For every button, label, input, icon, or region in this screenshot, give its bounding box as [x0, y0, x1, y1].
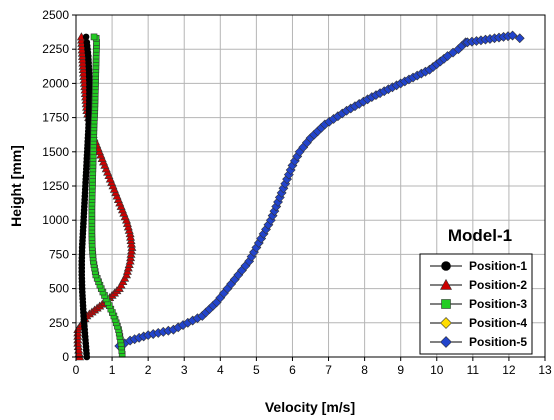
x-tick-label: 3	[181, 363, 188, 377]
y-tick-label: 0	[62, 350, 69, 364]
legend-item-position-2: Position-2	[430, 278, 527, 292]
legend-label: Position-1	[469, 259, 527, 273]
legend-label: Position-4	[469, 316, 527, 330]
y-tick-label: 1750	[42, 111, 69, 125]
x-tick-label: 0	[73, 363, 80, 377]
y-tick-label: 2500	[42, 8, 69, 22]
y-tick-label: 2250	[42, 42, 69, 56]
y-axis-title: Height [mm]	[8, 145, 24, 227]
x-tick-label: 9	[397, 363, 404, 377]
x-axis-title: Velocity [m/s]	[265, 399, 355, 415]
legend-marker	[441, 299, 451, 309]
legend-label: Position-3	[469, 297, 527, 311]
legend-marker	[440, 317, 452, 329]
series-position-5	[114, 30, 525, 351]
series-position-3	[88, 33, 126, 358]
x-tick-label: 2	[145, 363, 152, 377]
legend-marker	[440, 336, 452, 348]
legend-marker	[439, 278, 453, 290]
legend-item-position-5: Position-5	[430, 335, 527, 349]
x-tick-label: 1	[109, 363, 116, 377]
x-tick-label: 10	[430, 363, 444, 377]
legend-label: Position-5	[469, 335, 527, 349]
legend-item-position-3: Position-3	[430, 297, 527, 311]
x-tick-label: 5	[253, 363, 260, 377]
x-tick-label: 7	[325, 363, 332, 377]
y-tick-label: 250	[49, 316, 69, 330]
data-point	[514, 33, 525, 44]
x-tick-label: 4	[217, 363, 224, 377]
legend-item-position-4: Position-4	[430, 316, 527, 330]
x-tick-label: 11	[467, 363, 480, 377]
x-tick-label: 12	[502, 363, 516, 377]
data-point	[90, 33, 98, 41]
legend: Position-1 Position-2 Position-3 Position-4…	[419, 253, 533, 355]
y-tick-label: 1250	[42, 179, 69, 193]
legend-marker	[441, 261, 451, 271]
y-tick-label: 500	[49, 282, 69, 296]
x-tick-label: 8	[361, 363, 368, 377]
model-annotation: Model-1	[448, 226, 512, 245]
axis-ticks: 0 1 2 3 4 5 6 7 8 9 10 11 12 130250500750100012501500…	[42, 8, 552, 377]
x-tick-label: 13	[538, 363, 552, 377]
data-point	[507, 30, 518, 41]
legend-label: Position-2	[469, 278, 527, 292]
y-tick-label: 1000	[42, 213, 69, 227]
y-tick-label: 2000	[42, 76, 69, 90]
y-tick-label: 1500	[42, 145, 69, 159]
series-position-1	[78, 33, 93, 361]
x-tick-label: 6	[289, 363, 296, 377]
y-tick-label: 750	[49, 247, 69, 261]
data-point	[82, 33, 90, 41]
plot-series	[73, 30, 525, 361]
legend-item-position-1: Position-1	[430, 259, 527, 273]
data-point	[83, 39, 91, 46]
